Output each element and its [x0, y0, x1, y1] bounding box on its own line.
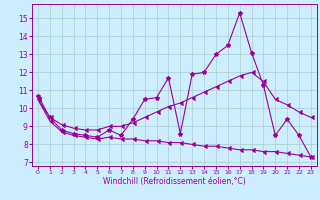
- X-axis label: Windchill (Refroidissement éolien,°C): Windchill (Refroidissement éolien,°C): [103, 177, 246, 186]
